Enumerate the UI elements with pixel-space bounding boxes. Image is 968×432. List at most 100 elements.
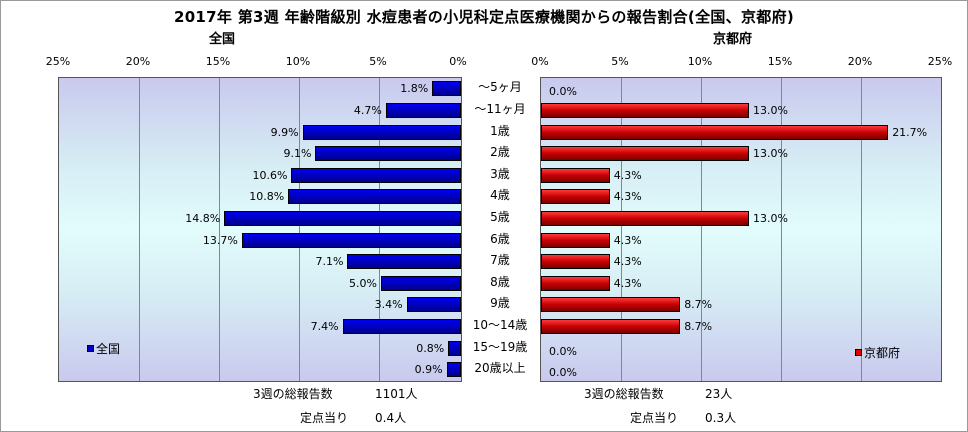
zenkoku-x-tick-label: 15% — [205, 55, 231, 68]
zenkoku-plot-area: 1.8% 4.7% 9.9% 9.1% 10.6% 10.8% 14.8% 13.7% 7.1%… — [58, 77, 462, 382]
kyoto-x-tick-label: 5% — [611, 55, 629, 68]
kyoto-gridline — [621, 78, 622, 381]
kyoto-panel-title: 京都府 — [713, 32, 753, 47]
kyoto-bar — [541, 102, 749, 118]
zenkoku-total-value: 1101人 — [375, 387, 418, 401]
zenkoku-gridline — [379, 78, 380, 381]
kyoto-value-label: 0.0% — [549, 366, 577, 380]
zenkoku-x-tick-label: 5% — [369, 55, 387, 68]
kyoto-x-tick-label: 10% — [687, 55, 713, 68]
zenkoku-bar — [291, 167, 461, 183]
kyoto-gridline — [861, 78, 862, 381]
zenkoku-gridline — [219, 78, 220, 381]
kyoto-bar — [541, 232, 610, 248]
zenkoku-bar — [342, 318, 461, 334]
zenkoku-value-label: 1.8% — [400, 82, 429, 96]
zenkoku-x-tick-label: 10% — [285, 55, 311, 68]
chart-title: 2017年 第3週 年齢階級別 水痘患者の小児科定点医療機関からの報告割合(全国… — [173, 8, 795, 26]
category-label: ～11ヶ月 — [474, 101, 526, 116]
category-label: 7歳 — [490, 253, 510, 268]
kyoto-x-tick-label: 0% — [531, 55, 549, 68]
zenkoku-bar — [448, 340, 461, 356]
kyoto-x-tick-label: 20% — [847, 55, 873, 68]
zenkoku-value-label: 0.9% — [414, 363, 443, 377]
kyoto-plot-area: 0.0% 13.0% 21.7% 13.0% 4.3% 4.3% 13.0% 4.3% 4.3%… — [540, 77, 942, 382]
kyoto-bar — [541, 124, 889, 140]
zenkoku-x-tick-label: 25% — [45, 55, 71, 68]
kyoto-bar — [541, 189, 610, 205]
zenkoku-value-label: 3.4% — [374, 298, 403, 312]
zenkoku-value-label: 9.9% — [270, 125, 299, 139]
category-label: 20歳以上 — [474, 361, 526, 376]
kyoto-value-label: 8.7% — [684, 319, 713, 333]
kyoto-value-label: 8.7% — [684, 298, 713, 312]
zenkoku-x-tick-label: 0% — [449, 55, 467, 68]
zenkoku-bar — [224, 210, 461, 226]
kyoto-value-label: 13.0% — [753, 103, 788, 117]
category-label: 2歳 — [490, 145, 510, 160]
category-label: 15～19歳 — [472, 339, 528, 354]
kyoto-x-tick-label: 15% — [767, 55, 793, 68]
zenkoku-gridline — [139, 78, 140, 381]
zenkoku-x-tick-label: 20% — [125, 55, 151, 68]
zenkoku-bar — [315, 146, 461, 162]
kyoto-bar — [541, 146, 749, 162]
kyoto-value-label: 13.0% — [753, 147, 788, 161]
category-label: 8歳 — [490, 274, 510, 289]
zenkoku-value-label: 5.0% — [349, 276, 377, 290]
zenkoku-value-label: 7.4% — [310, 319, 339, 333]
zenkoku-total-label: 3週の総報告数 — [253, 387, 333, 401]
zenkoku-legend-swatch — [87, 345, 94, 352]
kyoto-value-label: 0.0% — [549, 85, 577, 99]
category-label: 1歳 — [490, 123, 510, 138]
kyoto-legend: 京都府 — [855, 344, 900, 361]
zenkoku-value-label: 10.8% — [249, 190, 285, 204]
kyoto-value-label: 4.3% — [613, 168, 642, 182]
kyoto-gridline — [781, 78, 782, 381]
category-label: 4歳 — [490, 188, 510, 203]
zenkoku-value-label: 13.7% — [202, 233, 238, 247]
kyoto-value-label: 4.3% — [613, 255, 642, 269]
zenkoku-bar — [288, 189, 461, 205]
kyoto-gridline — [701, 78, 702, 381]
kyoto-bar — [541, 167, 610, 183]
kyoto-value-label: 4.3% — [613, 233, 642, 247]
category-label: 3歳 — [490, 166, 510, 181]
kyoto-bar — [541, 254, 610, 270]
kyoto-value-label: 13.0% — [753, 211, 788, 225]
category-label: 10～14歳 — [472, 317, 528, 332]
zenkoku-bar — [241, 232, 461, 248]
kyoto-value-label: 0.0% — [549, 344, 577, 358]
kyoto-bar — [541, 297, 681, 313]
zenkoku-panel-title: 全国 — [209, 32, 236, 47]
kyoto-legend-swatch — [855, 349, 862, 356]
zenkoku-per-label: 定点当り — [300, 411, 349, 425]
kyoto-bar — [541, 210, 749, 226]
category-label: 9歳 — [490, 296, 510, 311]
zenkoku-value-label: 4.7% — [353, 103, 382, 117]
zenkoku-bar — [302, 124, 461, 140]
kyoto-bar — [541, 275, 610, 291]
zenkoku-bar — [446, 362, 461, 378]
kyoto-x-tick-label: 25% — [927, 55, 953, 68]
zenkoku-value-label: 0.8% — [416, 341, 445, 355]
zenkoku-bar — [381, 275, 461, 291]
kyoto-total-label: 3週の総報告数 — [584, 387, 664, 401]
kyoto-total-value: 23人 — [705, 387, 733, 401]
zenkoku-legend-label: 全国 — [96, 342, 121, 356]
category-label: 5歳 — [490, 209, 510, 224]
kyoto-per-label: 定点当り — [630, 411, 679, 425]
kyoto-value-label: 4.3% — [613, 190, 642, 204]
zenkoku-value-label: 14.8% — [185, 211, 221, 225]
zenkoku-value-label: 10.6% — [252, 168, 288, 182]
zenkoku-bar — [347, 254, 461, 270]
zenkoku-bar — [385, 102, 461, 118]
kyoto-bar — [541, 318, 681, 334]
zenkoku-value-label: 7.1% — [315, 255, 344, 269]
kyoto-value-label: 4.3% — [613, 276, 642, 290]
category-label: 6歳 — [490, 231, 510, 246]
kyoto-legend-label: 京都府 — [864, 346, 901, 360]
zenkoku-value-label: 9.1% — [283, 147, 312, 161]
zenkoku-per-value: 0.4人 — [375, 411, 407, 425]
category-label: ～5ヶ月 — [478, 80, 522, 95]
